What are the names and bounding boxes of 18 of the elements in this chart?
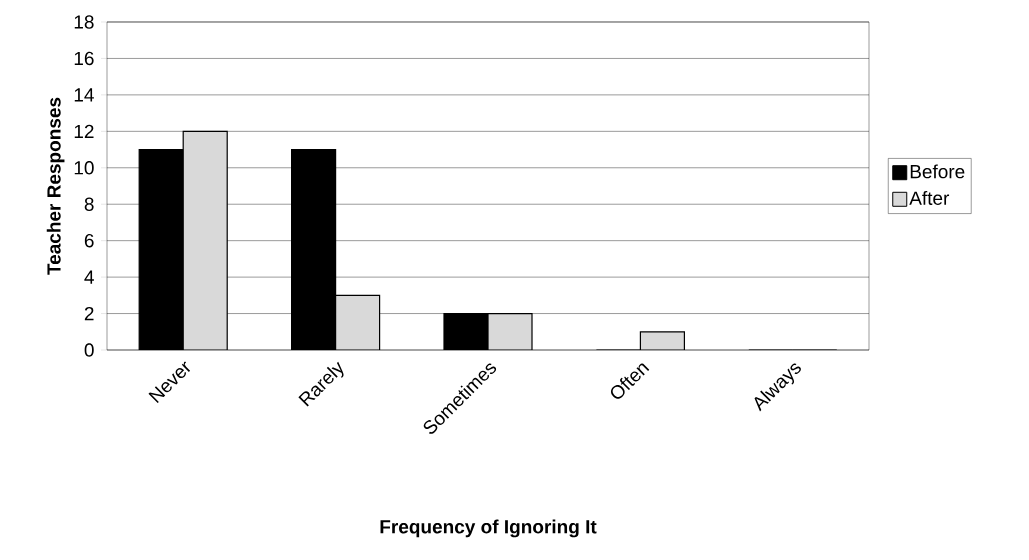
y-tick-label: 2 xyxy=(84,306,94,321)
y-tick-label: 10 xyxy=(74,161,94,175)
bar xyxy=(487,312,533,350)
legend-label: After xyxy=(909,190,950,205)
y-axis-title: Teacher Responses xyxy=(46,97,65,275)
bar xyxy=(640,331,685,350)
y-tick-label: 8 xyxy=(84,197,94,211)
x-axis-title: Frequency of Ignoring It xyxy=(380,519,597,538)
bar xyxy=(182,130,228,350)
y-tick-label: 12 xyxy=(74,124,94,138)
bar xyxy=(335,294,381,350)
legend-label: Before xyxy=(910,164,965,179)
y-tick-label: 16 xyxy=(74,51,94,66)
y-tick-label: 6 xyxy=(84,233,94,248)
y-tick-label: 18 xyxy=(74,15,94,29)
y-tick-label: 14 xyxy=(74,88,94,102)
y-tick-label: 4 xyxy=(84,270,94,284)
y-tick-label: 0 xyxy=(84,343,94,357)
